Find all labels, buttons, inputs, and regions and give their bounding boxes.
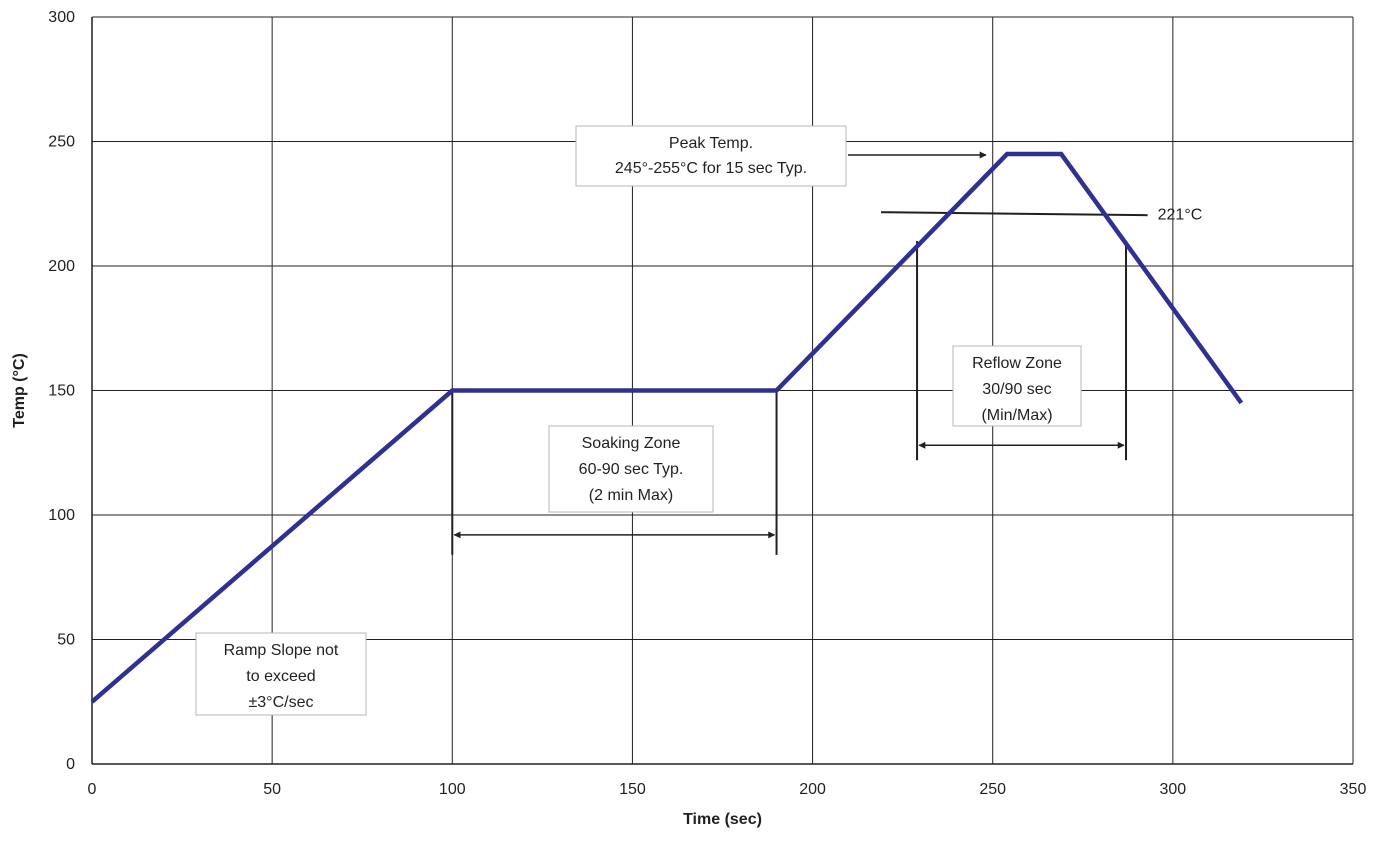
tick-labels: 0 50 100 150 200 250 300 350 0 50 100 150 200 250 300 (48, 9, 1366, 798)
reflow-annotation-line: 30/90 sec (982, 381, 1051, 398)
peak-annotation-line: 245°-255°C for 15 sec Typ. (615, 160, 807, 177)
y-tick-label: 50 (57, 632, 75, 649)
temperature-profile-line (90, 151, 1244, 704)
soak-annotation-line: 60-90 sec Typ. (579, 461, 684, 478)
ramp-annotation-box (195, 632, 367, 716)
x-tick-label: 200 (799, 781, 826, 798)
x-tick-label: 150 (619, 781, 646, 798)
y-tick-label: 100 (48, 507, 75, 524)
x-tick-label: 250 (979, 781, 1006, 798)
peak-annotation: Peak Temp. 245°-255°C for 15 sec Typ. (575, 125, 847, 187)
x-axis-title: Time (sec) (683, 811, 762, 828)
reflow-annotation-line: (Min/Max) (981, 407, 1052, 424)
ramp-annotation-line: Ramp Slope not (224, 642, 339, 659)
soak-annotation: Soaking Zone 60-90 sec Typ. (2 min Max) (548, 425, 714, 513)
reflow-annotation: Reflow Zone 30/90 sec (Min/Max) (952, 345, 1082, 427)
ramp-annotation-line: ±3°C/sec (249, 694, 314, 711)
x-tick-label: 300 (1160, 781, 1187, 798)
y-tick-label: 0 (66, 756, 75, 773)
y-tick-label: 300 (48, 9, 75, 26)
reflow-annotation-line: Reflow Zone (972, 355, 1062, 372)
y-tick-label: 150 (48, 383, 75, 400)
reference-line-label: 221°C (1158, 207, 1203, 224)
series-layer (90, 151, 1244, 704)
x-tick-label: 50 (263, 781, 281, 798)
dimension-layer (451, 151, 1128, 555)
reflow-annotation-box (952, 345, 1082, 427)
x-tick-label: 100 (439, 781, 466, 798)
soak-annotation-line: (2 min Max) (589, 487, 673, 504)
ramp-annotation: Ramp Slope not to exceed ±3°C/sec (195, 632, 367, 716)
y-axis-title: Temp (°C) (11, 353, 28, 428)
x-tick-label: 350 (1340, 781, 1367, 798)
annotation-layer: Ramp Slope not to exceed ±3°C/sec Soaking Z… (195, 125, 1082, 716)
soak-annotation-box (548, 425, 714, 513)
y-tick-label: 250 (48, 134, 75, 151)
ramp-annotation-line: to exceed (246, 668, 315, 685)
reference-layer: 221°C (881, 207, 1202, 224)
y-tick-label: 200 (48, 258, 75, 275)
peak-annotation-box (575, 125, 847, 187)
peak-annotation-line: Peak Temp. (669, 135, 753, 152)
x-tick-label: 0 (88, 781, 97, 798)
soak-annotation-line: Soaking Zone (582, 435, 681, 452)
